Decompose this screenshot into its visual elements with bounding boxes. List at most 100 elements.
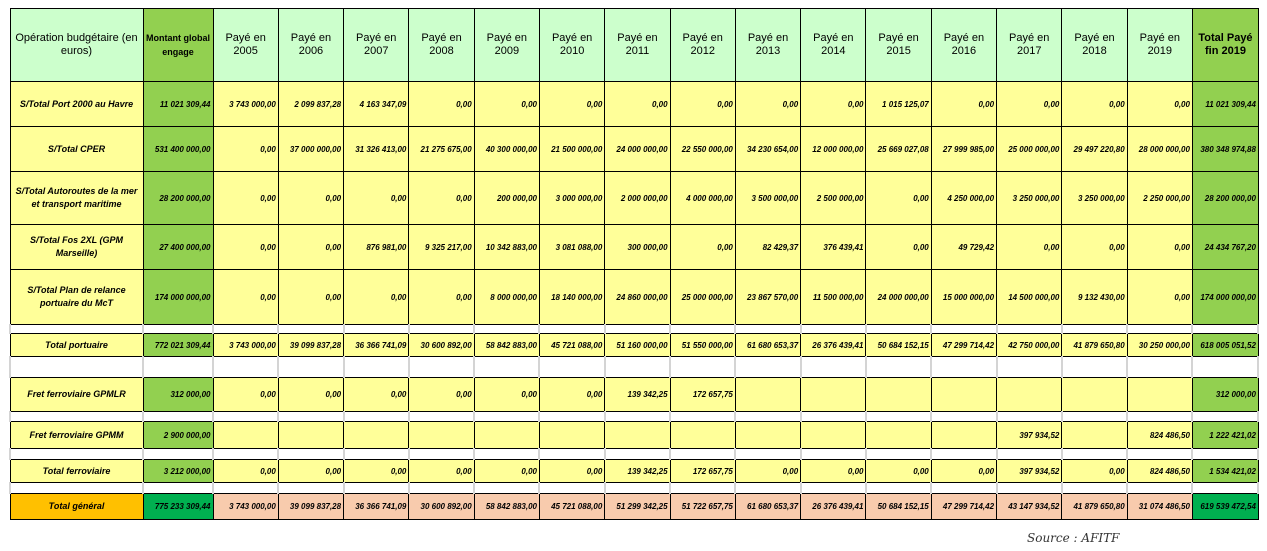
- year-value-cell: 139 342,25: [604, 377, 671, 412]
- year-value-cell: 0,00: [734, 459, 802, 483]
- year-value-cell: 50 684 152,15: [865, 493, 932, 520]
- montant-cell: 775 233 309,44: [142, 493, 214, 520]
- total-cell: 24 434 767,20: [1191, 224, 1259, 270]
- year-value-cell: [473, 421, 540, 449]
- year-value-cell: 12 000 000,00: [800, 126, 867, 172]
- empty-cell: [9, 366, 144, 378]
- year-value-cell: 2 000 000,00: [604, 171, 671, 225]
- empty-cell: [211, 366, 280, 378]
- year-value-cell: 397 934,52: [996, 459, 1063, 483]
- table-row: S/Total CPER 531 400 000,00 0,00 37 000 000…: [9, 126, 1259, 172]
- empty-cell: [342, 482, 410, 494]
- empty-cell: [669, 448, 737, 460]
- montant-cell: 3 212 000,00: [142, 459, 214, 483]
- empty-cell: [473, 366, 541, 378]
- year-value-cell: 0,00: [212, 269, 279, 325]
- year-value-cell: [604, 421, 671, 449]
- year-value-cell: 47 299 714,42: [930, 333, 998, 357]
- header-year: Payé en 2010: [538, 8, 606, 82]
- year-value-cell: 200 000,00: [473, 171, 540, 225]
- row-label: S/Total Plan de relance portuaire du McT: [9, 269, 144, 325]
- empty-cell: [669, 356, 737, 366]
- year-value-cell: 30 600 892,00: [408, 333, 475, 357]
- year-value-cell: 0,00: [800, 81, 867, 127]
- year-value-cell: 9 325 217,00: [408, 224, 475, 270]
- empty-cell: [734, 324, 802, 334]
- header-year: Payé en 2007: [343, 8, 410, 82]
- year-value-cell: 41 879 650,80: [1061, 493, 1128, 520]
- row-label: S/Total Autoroutes de la mer et transpor…: [9, 171, 144, 225]
- year-value-cell: 39 099 837,28: [277, 493, 345, 520]
- empty-cell: [473, 324, 541, 334]
- empty-cell: [995, 324, 1063, 334]
- montant-cell: 27 400 000,00: [142, 224, 214, 270]
- empty-cell: [1126, 482, 1194, 494]
- year-value-cell: [800, 421, 867, 449]
- empty-cell: [342, 411, 410, 422]
- total-cell: 1 534 421,02: [1191, 459, 1259, 483]
- header-year: Payé en 2011: [604, 8, 671, 82]
- empty-cell: [277, 411, 345, 422]
- header-year: Payé en 2013: [734, 8, 802, 82]
- row-label: Fret ferroviaire GPMM: [9, 421, 144, 449]
- empty-cell: [930, 411, 998, 422]
- empty-cell: [1060, 411, 1129, 422]
- empty-cell: [473, 448, 541, 460]
- year-value-cell: 51 299 342,25: [604, 493, 671, 520]
- year-value-cell: 29 497 220,80: [1061, 126, 1128, 172]
- empty-cell: [864, 448, 933, 460]
- header-year: Payé en 2012: [669, 8, 736, 82]
- table-row: S/Total Fos 2XL (GPM Marseille) 27 400 00…: [9, 224, 1259, 270]
- year-value-cell: [277, 421, 345, 449]
- montant-cell: 174 000 000,00: [142, 269, 214, 325]
- year-value-cell: 3 000 000,00: [538, 171, 606, 225]
- total-cell: 1 222 421,02: [1191, 421, 1259, 449]
- year-value-cell: 0,00: [865, 459, 932, 483]
- year-value-cell: 0,00: [473, 459, 540, 483]
- empty-cell: [342, 448, 410, 460]
- year-value-cell: 28 000 000,00: [1126, 126, 1193, 172]
- year-value-cell: [996, 377, 1063, 412]
- empty-cell: [799, 411, 867, 422]
- empty-cell: [995, 356, 1063, 366]
- year-value-cell: 10 342 883,00: [473, 224, 540, 270]
- year-value-cell: 58 842 883,00: [473, 333, 540, 357]
- year-value-cell: 0,00: [669, 81, 736, 127]
- empty-cell: [734, 482, 802, 494]
- empty-cell: [342, 366, 410, 378]
- empty-cell: [930, 324, 998, 334]
- total-cell: 619 539 472,54: [1191, 493, 1259, 520]
- empty-cell: [1191, 366, 1260, 378]
- empty-cell: [799, 448, 867, 460]
- empty-cell: [930, 448, 998, 460]
- year-value-cell: 51 160 000,00: [604, 333, 671, 357]
- grand-total-row: Total général 775 233 309,44 3 743 000,00 3…: [9, 493, 1259, 520]
- year-value-cell: 4 163 347,09: [343, 81, 410, 127]
- header-year: Payé en 2008: [408, 8, 475, 82]
- empty-cell: [1126, 324, 1194, 334]
- year-value-cell: 40 300 000,00: [473, 126, 540, 172]
- header-total: Total Payé fin 2019: [1191, 8, 1259, 82]
- row-label: Total ferroviaire: [9, 459, 144, 483]
- empty-cell: [864, 356, 933, 366]
- year-value-cell: 0,00: [408, 269, 475, 325]
- year-value-cell: 0,00: [1061, 224, 1128, 270]
- empty-cell: [799, 356, 867, 366]
- empty-cell: [734, 366, 802, 378]
- year-value-cell: 58 842 883,00: [473, 493, 540, 520]
- empty-cell: [1126, 356, 1194, 366]
- year-value-cell: 397 934,52: [996, 421, 1063, 449]
- year-value-cell: [734, 377, 802, 412]
- year-value-cell: 21 275 675,00: [408, 126, 475, 172]
- empty-cell: [864, 324, 933, 334]
- year-value-cell: 2 099 837,28: [277, 81, 345, 127]
- header-year: Payé en 2005: [212, 8, 279, 82]
- spacer-row: [9, 324, 1260, 334]
- empty-cell: [473, 356, 541, 366]
- year-value-cell: 0,00: [343, 171, 410, 225]
- empty-cell: [864, 482, 933, 494]
- year-value-cell: [1061, 377, 1128, 412]
- empty-cell: [407, 366, 476, 378]
- year-value-cell: 876 981,00: [343, 224, 410, 270]
- year-value-cell: 0,00: [865, 224, 932, 270]
